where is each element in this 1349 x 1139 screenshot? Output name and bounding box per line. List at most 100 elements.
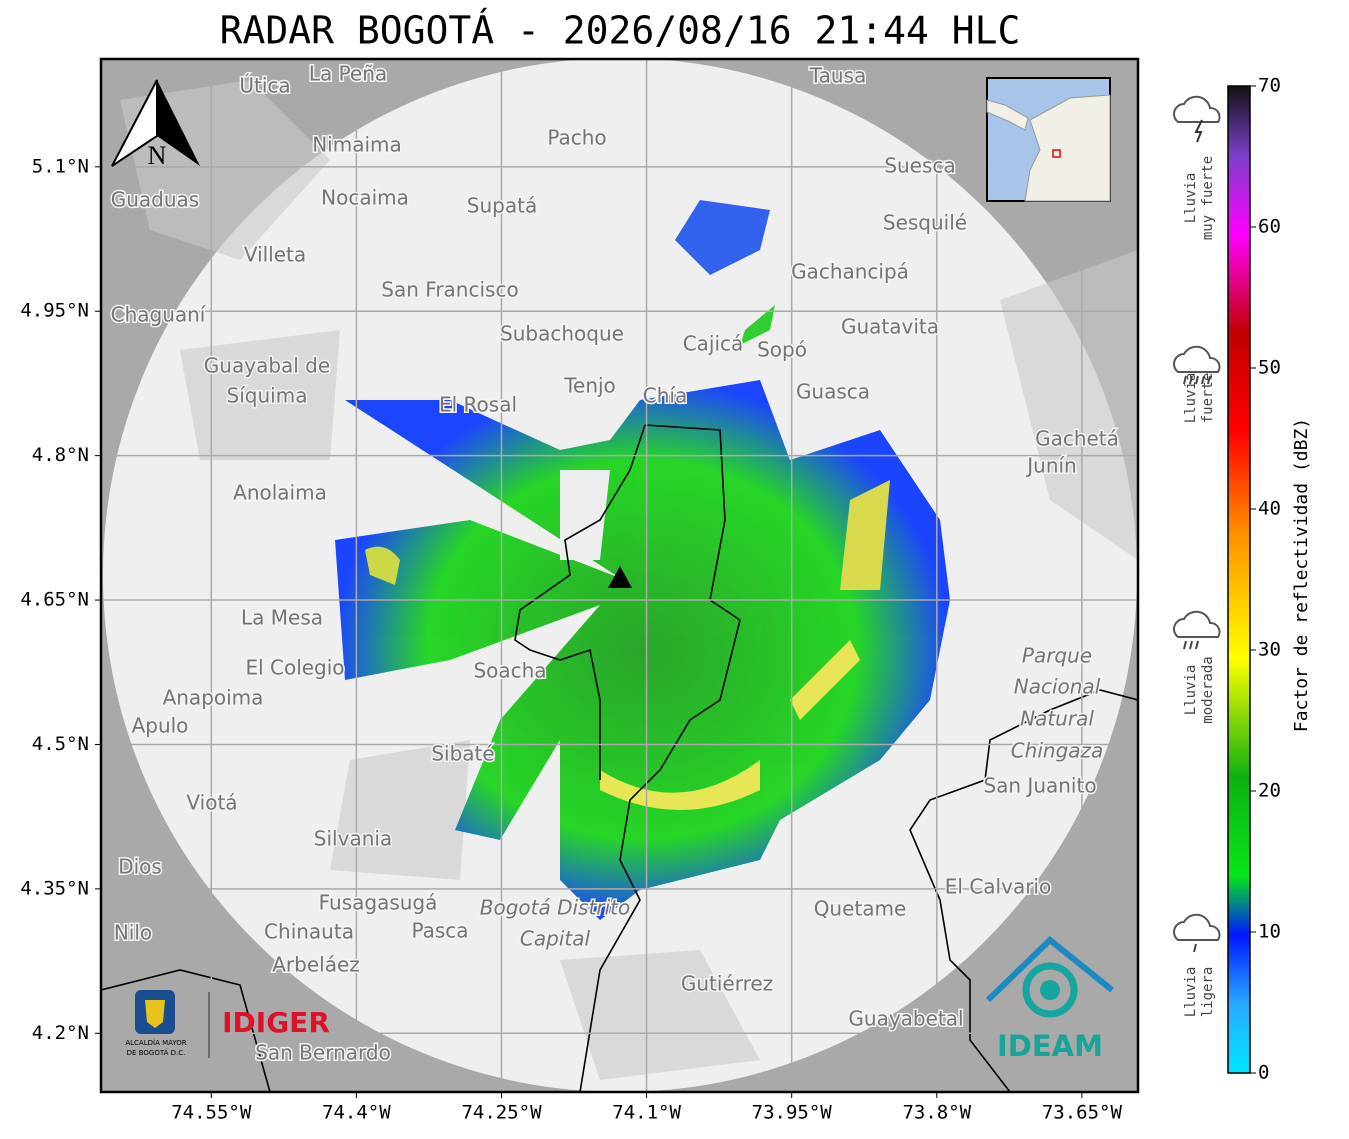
place-label: Pacho xyxy=(547,126,606,150)
y-tick-label: 4.65°N xyxy=(20,589,89,611)
drop xyxy=(1193,943,1197,953)
place-label: Quetame xyxy=(814,897,907,921)
y-tick-label: 4.8°N xyxy=(32,444,89,466)
grid xyxy=(101,59,1138,1092)
colorbar-tick-label: 50 xyxy=(1258,357,1281,379)
y-tick-label: 4.95°N xyxy=(20,300,89,322)
place-label: Chía xyxy=(643,384,687,408)
title: RADAR BOGOTÁ - 2026/08/16 21:44 HLC xyxy=(220,9,1021,53)
place-label: El Colegio xyxy=(245,656,344,680)
place-label: Útica xyxy=(239,74,290,98)
inset-map xyxy=(986,77,1111,202)
map-frame xyxy=(99,57,1140,1094)
colorbar-tick-label: 70 xyxy=(1258,75,1281,97)
x-tick-label: 74.1°W xyxy=(612,1102,681,1124)
drop xyxy=(1183,375,1187,385)
place-label: La Peña xyxy=(309,62,387,86)
cloud-icon xyxy=(1173,610,1221,638)
north-arrow: N xyxy=(111,79,200,170)
place-label: Síquima xyxy=(227,384,308,408)
x-tick-label: 74.55°W xyxy=(171,1102,252,1124)
place-label: Guasca xyxy=(796,380,870,404)
place-label: Junín xyxy=(1025,454,1076,478)
drop xyxy=(1195,375,1199,385)
place-label: La Mesa xyxy=(241,606,323,630)
drop xyxy=(1195,640,1199,650)
cloud-icon xyxy=(1173,913,1221,941)
rain-category-label: moderada xyxy=(1200,656,1216,723)
place-label: Dios xyxy=(118,855,162,879)
boundaries xyxy=(101,424,1138,1092)
rain-category: Lluvia fuerte xyxy=(1173,345,1221,424)
place-label: Villeta xyxy=(244,243,306,267)
place-label: Gachancipá xyxy=(791,260,909,284)
place-label: Sibaté xyxy=(431,742,494,766)
x-tick-label: 73.65°W xyxy=(1042,1102,1123,1124)
place-label: San Juanito xyxy=(983,774,1096,798)
colorbar-tick-label: 10 xyxy=(1258,921,1281,943)
place-label: Pasca xyxy=(411,919,468,943)
place-label: Bogotá Distrito xyxy=(480,896,630,920)
place-label: Anapoima xyxy=(163,686,264,710)
place-label: Tenjo xyxy=(563,374,616,398)
colorbar-tick-label: 20 xyxy=(1258,780,1281,802)
place-label: Natural xyxy=(1020,707,1094,731)
drop xyxy=(1207,375,1211,385)
place-label: El Calvario xyxy=(945,875,1051,899)
place-label: Supatá xyxy=(467,194,537,218)
radar-echoes xyxy=(335,200,950,920)
place-label: Apulo xyxy=(132,714,189,738)
ideam-logo: IDEAM xyxy=(985,936,1114,1063)
rain-category: Lluvia moderada xyxy=(1173,610,1221,724)
colorbar-tick-label: 40 xyxy=(1258,498,1281,520)
colorbar-tick-label: 60 xyxy=(1258,216,1281,238)
place-label: Subachoque xyxy=(500,322,624,346)
place-label: Sopó xyxy=(757,338,807,362)
bolt xyxy=(1194,119,1203,143)
place-label: San Francisco xyxy=(381,278,518,302)
y-tick-label: 5.1°N xyxy=(32,155,89,177)
drop xyxy=(1201,375,1205,385)
colorbar-tick-label: 0 xyxy=(1258,1062,1269,1084)
place-label: Capital xyxy=(520,927,591,951)
cloud-icon xyxy=(1173,95,1221,123)
place-label: Cajicá xyxy=(683,332,744,356)
colorbar-tick-label: 30 xyxy=(1258,639,1281,661)
alcaldia-line: DE BOGOTÁ D.C. xyxy=(127,1048,186,1057)
rain-category-label: Lluvia xyxy=(1183,373,1199,424)
y-tick-label: 4.35°N xyxy=(20,877,89,899)
rain-category-label: muy fuerte xyxy=(1200,156,1216,240)
place-label: Guatavita xyxy=(841,315,939,339)
rain-category-label: Lluvia xyxy=(1183,967,1199,1018)
place-labels: La Peña Útica Tausa Pacho Nimaima Suesca Guadu… xyxy=(109,60,1120,1066)
terrain xyxy=(120,80,1138,1080)
x-tick-label: 74.25°W xyxy=(461,1102,542,1124)
alcaldia-line: ALCALDÍA MAYOR xyxy=(125,1038,186,1047)
rain-category: Lluvia muy fuerte xyxy=(1173,95,1221,240)
place-label: Viotá xyxy=(186,791,237,815)
place-label: Soacha xyxy=(473,659,546,683)
ideam-logo-text: IDEAM xyxy=(997,1029,1103,1063)
y-tick-label: 4.5°N xyxy=(32,733,89,755)
place-label: Nocaima xyxy=(321,186,409,210)
place-label: Nilo xyxy=(114,921,152,945)
place-label: Suesca xyxy=(884,154,955,178)
place-label: Chinauta xyxy=(264,920,354,944)
x-tick-label: 73.95°W xyxy=(752,1102,833,1124)
north-label: N xyxy=(148,141,167,170)
map: La Peña Útica Tausa Pacho Nimaima Suesca Guadu… xyxy=(101,59,1138,1092)
rain-category: Lluvia ligera xyxy=(1173,913,1221,1018)
rain-category-label: ligera xyxy=(1200,967,1216,1018)
colorbar xyxy=(1227,85,1251,1074)
drop xyxy=(1183,640,1187,650)
colorbar-label: Factor de reflectividad (dBZ) xyxy=(1291,418,1312,732)
place-label: Gutiérrez xyxy=(681,972,773,996)
place-label: Tausa xyxy=(809,64,867,88)
place-label: Nimaima xyxy=(312,133,402,157)
drop xyxy=(1189,375,1193,385)
rain-category-label: Lluvia xyxy=(1183,665,1199,716)
alcaldia-logo: ALCALDÍA MAYOR DE BOGOTÁ D.C. IDIGER xyxy=(125,990,330,1058)
place-label: Guaduas xyxy=(111,188,199,212)
